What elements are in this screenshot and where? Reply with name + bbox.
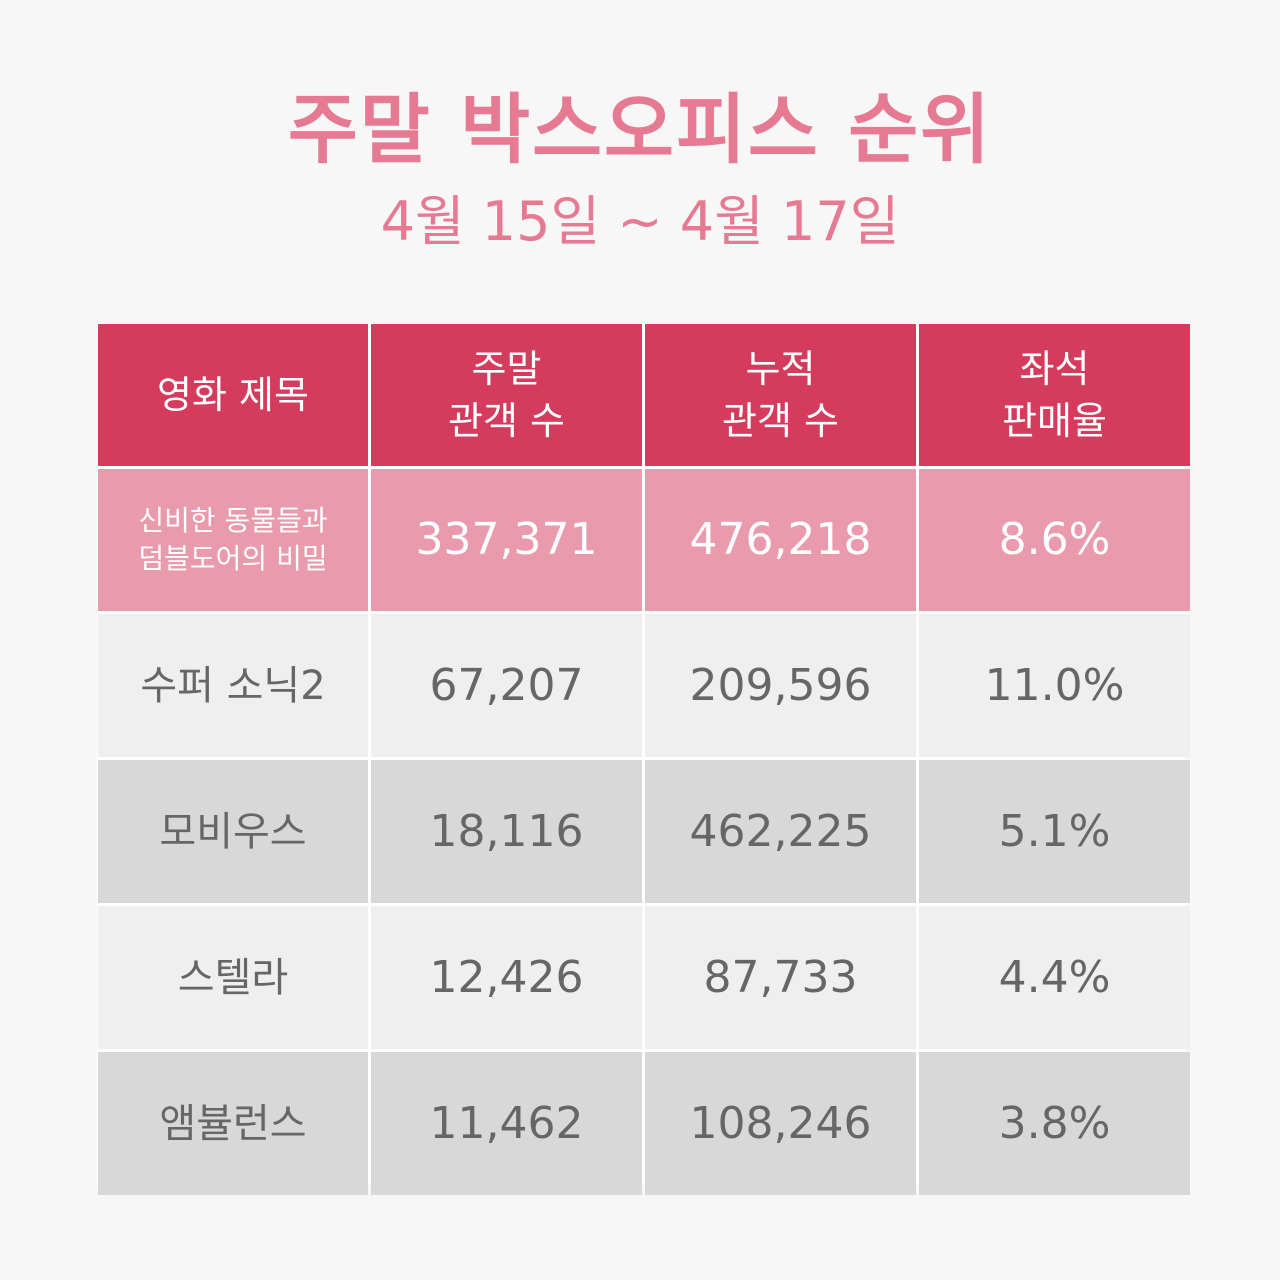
box-office-table: 영화 제목 주말 관객 수 누적 관객 수 좌석 판매율 신비한 동물들과 덤블… [97,323,1190,1195]
seat-sales-rate-cell: 4.4% [919,906,1190,1049]
cumulative-audience-cell: 462,225 [645,760,916,903]
weekend-audience-cell: 67,207 [371,614,642,757]
seat-sales-rate-cell: 11.0% [919,614,1190,757]
date-range-subtitle: 4월 15일 ~ 4월 17일 [380,190,900,253]
movie-title-cell: 앰뷸런스 [98,1052,368,1195]
header-movie-title: 영화 제목 [98,324,368,466]
weekend-audience-cell: 337,371 [371,469,642,611]
header-weekend-audience: 주말 관객 수 [371,324,642,466]
movie-title-cell: 스텔라 [98,906,368,1049]
header-cumulative-audience: 누적 관객 수 [645,324,916,466]
seat-sales-rate-cell: 3.8% [919,1052,1190,1195]
cumulative-audience-cell: 108,246 [645,1052,916,1195]
weekend-audience-cell: 18,116 [371,760,642,903]
movie-title-cell: 모비우스 [98,760,368,903]
movie-title-cell: 수퍼 소닉2 [98,614,368,757]
cumulative-audience-cell: 209,596 [645,614,916,757]
movie-title-cell: 신비한 동물들과 덤블도어의 비밀 [98,469,368,611]
weekend-audience-cell: 11,462 [371,1052,642,1195]
seat-sales-rate-cell: 5.1% [919,760,1190,903]
weekend-audience-cell: 12,426 [371,906,642,1049]
cumulative-audience-cell: 87,733 [645,906,916,1049]
cumulative-audience-cell: 476,218 [645,469,916,611]
header-seat-sales-rate: 좌석 판매율 [919,324,1190,466]
seat-sales-rate-cell: 8.6% [919,469,1190,611]
page-title: 주말 박스오피스 순위 [287,85,993,174]
